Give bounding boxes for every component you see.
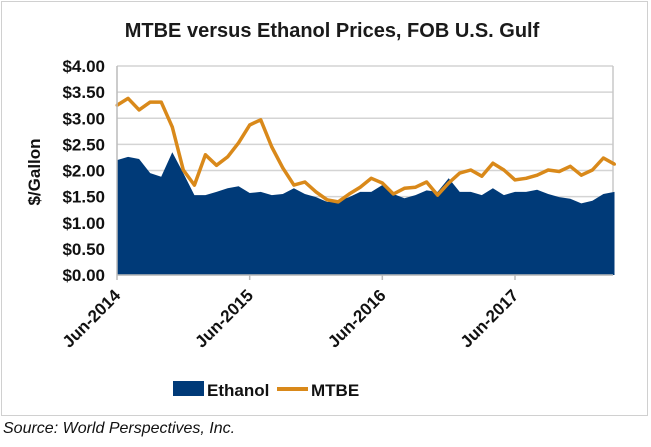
y-tick-label: $4.00: [62, 57, 105, 76]
mtbe-point: [159, 100, 163, 104]
mtbe-point: [601, 156, 605, 160]
ethanol-area: [117, 152, 615, 275]
mtbe-point: [148, 100, 152, 104]
mtbe-point: [281, 166, 285, 170]
mtbe-point: [369, 176, 373, 180]
source-note: Source: World Perspectives, Inc.: [3, 420, 236, 437]
mtbe-point: [402, 186, 406, 190]
mtbe-point: [480, 174, 484, 178]
mtbe-point: [314, 190, 318, 194]
y-tick-label: $3.00: [62, 109, 105, 128]
y-axis-label: $/Gallon: [25, 138, 44, 205]
y-tick-label: $1.00: [62, 214, 105, 233]
mtbe-point: [192, 183, 196, 187]
mtbe-point: [203, 153, 207, 157]
mtbe-point: [237, 141, 241, 145]
chart-title: MTBE versus Ethanol Prices, FOB U.S. Gul…: [125, 20, 540, 42]
mtbe-point: [568, 164, 572, 168]
mtbe-point: [458, 171, 462, 175]
mtbe-point: [391, 192, 395, 196]
mtbe-line: [116, 96, 616, 204]
mtbe-point: [535, 173, 539, 177]
mtbe-point: [502, 168, 506, 172]
mtbe-point: [347, 192, 351, 196]
mtbe-point: [270, 145, 274, 149]
mtbe-point: [425, 180, 429, 184]
mtbe-point: [303, 180, 307, 184]
mtbe-point: [491, 161, 495, 165]
legend: Ethanol MTBE: [173, 381, 359, 400]
mtbe-point: [380, 181, 384, 185]
x-tick-label: Jun-2014: [59, 285, 125, 351]
mtbe-point: [590, 168, 594, 172]
mtbe-point: [469, 168, 473, 172]
y-tick-label: $0.00: [62, 266, 105, 285]
mtbe-point: [513, 178, 517, 182]
mtbe-point: [524, 176, 528, 180]
mtbe-point: [447, 181, 451, 185]
y-tick-label: $3.50: [62, 83, 105, 102]
legend-label-ethanol: Ethanol: [207, 381, 269, 400]
legend-swatch-ethanol: [173, 381, 204, 396]
mtbe-point: [215, 163, 218, 167]
mtbe-point: [336, 200, 340, 204]
x-tick-label: Jun-2015: [191, 286, 257, 352]
mtbe-point: [292, 183, 296, 187]
mtbe-point: [325, 198, 329, 202]
mtbe-point: [579, 173, 583, 177]
mtbe-point: [226, 155, 230, 159]
mtbe-point: [181, 168, 185, 172]
mtbe-point: [170, 125, 174, 129]
y-tick-label: $0.50: [62, 240, 105, 259]
x-tick-label: Jun-2016: [324, 286, 390, 352]
y-tick-label: $1.50: [62, 188, 105, 207]
y-tick-label: $2.00: [62, 162, 105, 181]
mtbe-point: [546, 168, 550, 172]
mtbe-point: [436, 193, 440, 197]
mtbe-point: [259, 118, 263, 122]
mtbe-point: [414, 185, 417, 189]
x-tick-label: Jun-2017: [457, 286, 523, 352]
mtbe-point: [248, 123, 252, 127]
y-tick-label: $2.50: [62, 135, 105, 154]
mtbe-point: [613, 162, 616, 166]
mtbe-point: [137, 108, 141, 112]
mtbe-point: [557, 170, 561, 174]
chart-frame: [1, 1, 648, 416]
legend-label-mtbe: MTBE: [311, 381, 359, 400]
mtbe-point: [126, 96, 130, 100]
mtbe-point: [358, 185, 362, 189]
